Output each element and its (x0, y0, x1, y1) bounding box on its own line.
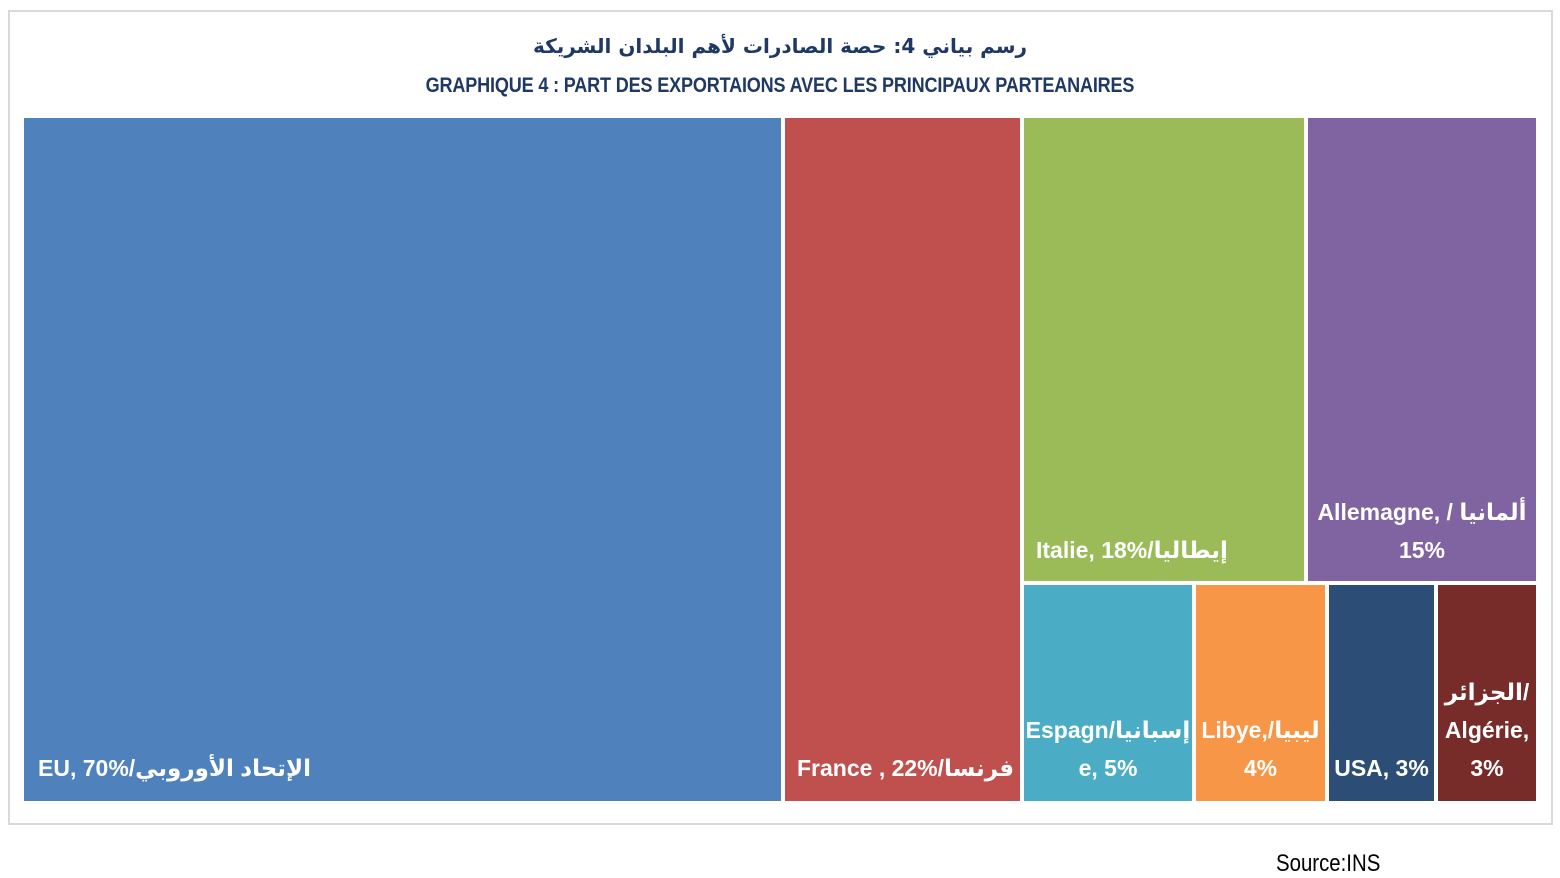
treemap-tile: EU, 70%/الإتحاد الأوروبي (24, 118, 781, 801)
chart-title-arabic: رسم بياني 4: حصة الصادرات لأهم البلدان ا… (532, 34, 1028, 58)
treemap-tile: Libye,/ليبيا 4% (1196, 585, 1325, 801)
treemap-tile-label: Allemagne, / ألمانيا 15% (1317, 499, 1527, 563)
treemap-tile-label: Italie, 18%/إيطاليا (1036, 537, 1228, 563)
treemap-tile-label: USA, 3% (1334, 755, 1429, 781)
treemap-tile-label: France , 22%/فرنسا (797, 755, 1015, 781)
treemap-tile: Italie, 18%/إيطاليا (1024, 118, 1304, 581)
source-note: Source:INS (1276, 850, 1381, 877)
treemap-tile-label: Espagn/إسبانيا e, 5% (1025, 717, 1191, 781)
treemap-tile: Espagn/إسبانيا e, 5% (1024, 585, 1192, 801)
chart-title-french: GRAPHIQUE 4 : PART DES EXPORTAIONS AVEC … (425, 74, 1135, 97)
treemap-tile: France , 22%/فرنسا (785, 118, 1020, 801)
treemap-tile-label: الجزائر/ Algérie, 3% (1444, 679, 1530, 781)
treemap-tile-label: Libye,/ليبيا 4% (1201, 717, 1320, 781)
treemap-tile: الجزائر/ Algérie, 3% (1438, 585, 1536, 801)
treemap-tile: USA, 3% (1329, 585, 1434, 801)
treemap-tile-label: EU, 70%/الإتحاد الأوروبي (38, 755, 311, 781)
treemap-tile: Allemagne, / ألمانيا 15% (1308, 118, 1536, 581)
